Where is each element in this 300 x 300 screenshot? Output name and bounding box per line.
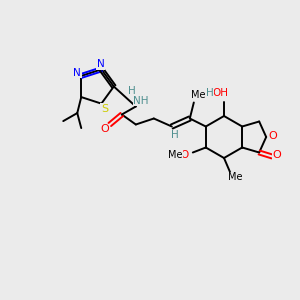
Text: Me: Me [168,149,182,160]
Text: O: O [100,124,109,134]
Text: O: O [181,149,189,160]
Text: Me: Me [190,91,205,100]
Text: O: O [176,149,184,160]
Text: N: N [97,59,104,69]
Text: Me: Me [228,172,242,182]
Text: H: H [171,130,179,140]
Text: H: H [206,88,214,98]
Text: O: O [273,151,282,160]
Text: OH: OH [212,88,228,98]
Text: H: H [128,85,136,95]
Text: NH: NH [133,95,148,106]
Text: O: O [269,131,278,141]
Text: S: S [101,103,108,114]
Text: N: N [74,68,81,78]
